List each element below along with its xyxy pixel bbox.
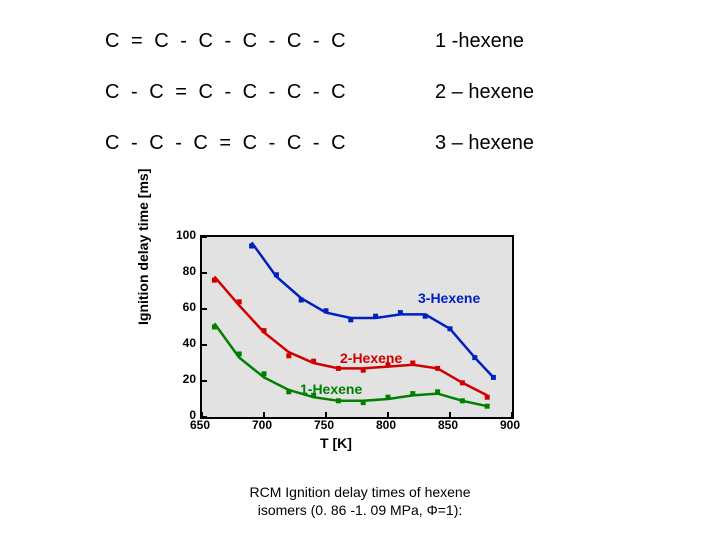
data-point [262,328,267,333]
isomer-name: 2 – hexene [435,81,534,104]
data-point [262,371,267,376]
data-point [410,391,415,396]
isomer-row: C - C - C = C - C - C 3 – hexene [105,132,615,155]
y-tick: 80 [156,264,196,278]
isomer-row: C = C - C - C - C - C 1 -hexene [105,30,615,53]
data-point [286,353,291,358]
series-label: 2-Hexene [340,350,402,366]
data-point [373,314,378,319]
data-point [348,317,353,322]
data-point [472,355,477,360]
x-tick: 750 [314,418,334,432]
series-label: 3-Hexene [418,290,480,306]
data-point [435,389,440,394]
data-point [410,361,415,366]
data-point [435,366,440,371]
isomer-row: C - C = C - C - C - C 2 – hexene [105,81,615,104]
isomer-name: 3 – hexene [435,132,534,155]
data-point [361,368,366,373]
structure-text: C = C - C - C - C - C [105,30,405,53]
x-tick: 700 [252,418,272,432]
data-point [398,310,403,315]
data-point [324,308,329,313]
data-point [212,278,217,283]
data-point [386,395,391,400]
data-point [460,398,465,403]
data-point [485,404,490,409]
x-tick: 900 [500,418,520,432]
y-tick: 40 [156,336,196,350]
caption-line1: RCM Ignition delay times of hexene [250,484,471,500]
x-axis-label: T [K] [320,435,352,451]
y-tick: 60 [156,300,196,314]
x-tick: 850 [438,418,458,432]
structure-text: C - C - C = C - C - C [105,132,405,155]
data-point [311,359,316,364]
figure-caption: RCM Ignition delay times of hexene isome… [0,483,720,519]
structure-text: C - C = C - C - C - C [105,81,405,104]
data-point [448,326,453,331]
data-point [286,389,291,394]
series-label: 1-Hexene [300,381,362,397]
data-point [249,244,254,249]
isomer-name: 1 -hexene [435,30,524,53]
data-point [274,272,279,277]
ignition-delay-chart: Ignition delay time [ms] T [K] 020406080… [140,230,540,460]
caption-line2: isomers (0. 86 -1. 09 MPa, Φ=1): [258,502,463,518]
data-point [485,395,490,400]
data-point [336,366,341,371]
data-point [237,299,242,304]
data-point [491,375,496,380]
x-tick: 650 [190,418,210,432]
data-point [423,314,428,319]
y-tick: 100 [156,228,196,242]
x-tick: 800 [376,418,396,432]
data-point [237,352,242,357]
data-point [212,325,217,330]
data-point [460,380,465,385]
data-point [299,298,304,303]
y-tick: 20 [156,372,196,386]
data-point [336,398,341,403]
y-axis-label: Ignition delay time [ms] [135,169,151,325]
data-point [361,400,366,405]
isomer-list: C = C - C - C - C - C 1 -hexene C - C = … [105,30,615,183]
